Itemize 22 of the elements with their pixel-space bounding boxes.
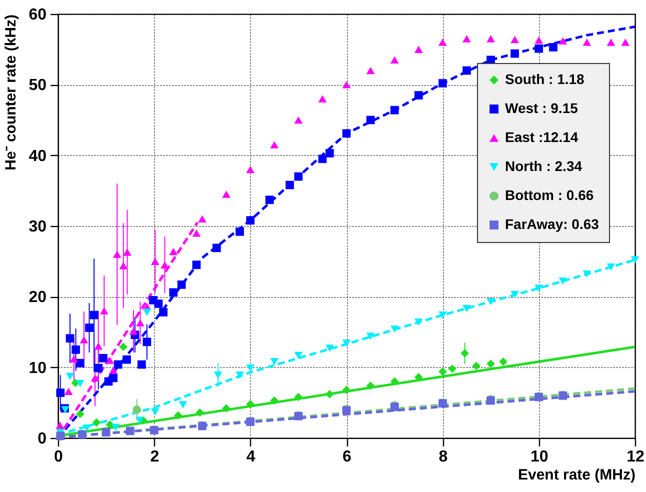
x-axis-title: Event rate (MHz) xyxy=(518,466,636,484)
x-tick-label: 10 xyxy=(530,448,548,466)
y-tick-label: 40 xyxy=(28,148,47,165)
y-tick-label: 20 xyxy=(28,289,47,306)
x-tick-label: 4 xyxy=(246,448,256,466)
y-tick-label: 60 xyxy=(28,6,47,24)
legend-label: North : 2.34 xyxy=(505,158,582,174)
legend-label: West : 9.15 xyxy=(505,100,578,116)
y-tick-label: 50 xyxy=(28,77,47,94)
legend-label: FarAway: 0.63 xyxy=(505,216,600,232)
x-tick-label: 2 xyxy=(150,448,160,466)
x-tick-label: 8 xyxy=(438,448,448,466)
y-tick-label: 0 xyxy=(38,430,47,448)
y-tick-label: 10 xyxy=(28,360,47,377)
legend-label: East :12.14 xyxy=(505,129,578,145)
legend-label: Bottom : 0.66 xyxy=(505,187,594,203)
legend-label: South : 1.18 xyxy=(505,71,585,87)
y-tick-label: 30 xyxy=(28,218,47,236)
x-tick-label: 12 xyxy=(626,448,644,466)
x-tick-label: 6 xyxy=(342,448,352,466)
x-tick-label: 0 xyxy=(54,448,64,466)
y-axis-title: He⁻ counter rate (kHz) xyxy=(2,14,20,170)
